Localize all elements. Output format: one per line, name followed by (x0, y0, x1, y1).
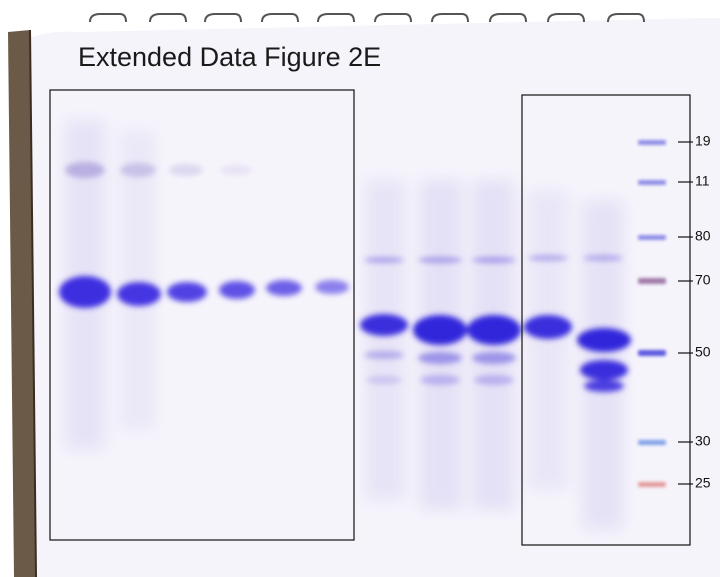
gel-edge (8, 30, 36, 577)
marker-label: 30 (695, 433, 711, 449)
marker-ladder (638, 140, 666, 487)
box-left (49, 89, 355, 541)
gel-edge-line (29, 29, 37, 577)
marker-label: 50 (695, 344, 711, 360)
marker-label: 19 (695, 133, 711, 149)
box-right (521, 94, 691, 546)
marker-label: 80 (695, 228, 711, 244)
marker-labels: 19 11 80 70 50 30 25 (678, 133, 711, 491)
protein-bands (59, 162, 631, 392)
comb-wells (89, 13, 645, 23)
marker-label: 11 (695, 173, 710, 189)
marker-label: 25 (695, 475, 711, 491)
figure-title: Extended Data Figure 2E (78, 42, 381, 72)
marker-label: 70 (695, 272, 711, 288)
